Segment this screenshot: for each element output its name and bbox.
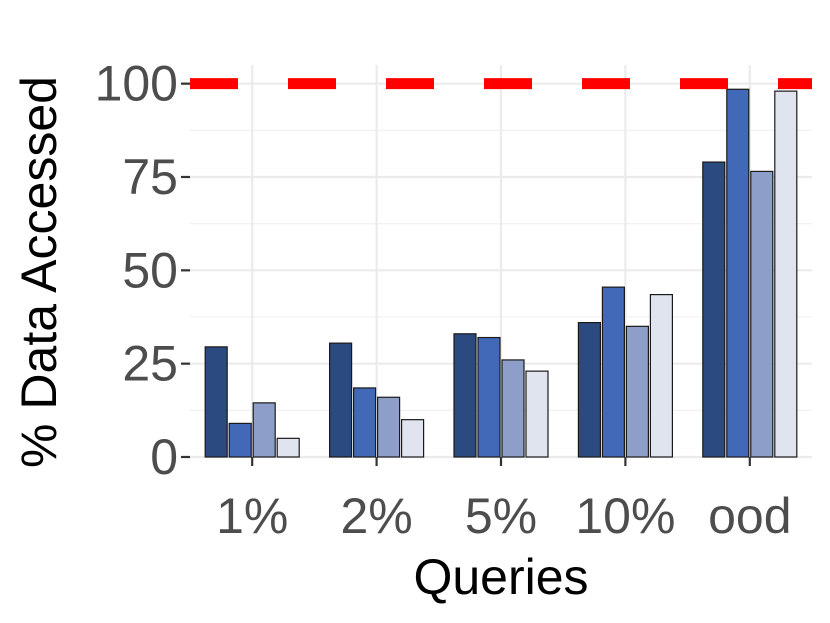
x-tick-label: 10% xyxy=(575,488,675,544)
y-tick-label: 0 xyxy=(150,429,178,485)
bar-1pct-series-3 xyxy=(252,402,276,458)
bar-1pct-series-2 xyxy=(228,422,252,458)
bar-10pct-series-1 xyxy=(577,322,602,458)
bar-5pct-series-1 xyxy=(453,333,477,458)
y-tick-label: 75 xyxy=(122,149,178,205)
bar-5pct-series-4 xyxy=(525,370,549,458)
y-tick-label: 25 xyxy=(122,336,178,392)
y-axis: 0 25 50 75 100 xyxy=(95,56,190,485)
bar-10pct-series-2 xyxy=(601,286,626,458)
bar-2pct-series-4 xyxy=(401,419,425,458)
bar-10pct-series-3 xyxy=(625,325,650,458)
x-axis: 1% 2% 5% 10% ood xyxy=(216,457,792,544)
bar-2pct-series-1 xyxy=(329,342,353,458)
y-tick-label: 100 xyxy=(95,56,178,112)
bar-ood-series-2 xyxy=(726,88,750,458)
bar-2pct-series-3 xyxy=(377,396,401,458)
bar-2pct-series-2 xyxy=(353,387,377,458)
y-tick-label: 50 xyxy=(122,242,178,298)
x-tick-label: 1% xyxy=(216,488,288,544)
bar-10pct-series-4 xyxy=(649,294,674,458)
x-axis-title: Queries xyxy=(413,549,588,605)
bars xyxy=(204,88,798,458)
x-tick-label: 5% xyxy=(465,488,537,544)
bar-5pct-series-2 xyxy=(477,336,501,458)
bar-ood-series-3 xyxy=(750,170,774,458)
bar-1pct-series-4 xyxy=(276,437,300,458)
x-tick-label: ood xyxy=(708,488,791,544)
x-tick-label: 2% xyxy=(340,488,412,544)
y-axis-title: % Data Accessed xyxy=(11,76,67,468)
bar-5pct-series-3 xyxy=(501,359,525,458)
bar-1pct-series-1 xyxy=(204,346,228,458)
bar-ood-series-4 xyxy=(774,90,798,458)
bar-ood-series-1 xyxy=(702,161,726,458)
